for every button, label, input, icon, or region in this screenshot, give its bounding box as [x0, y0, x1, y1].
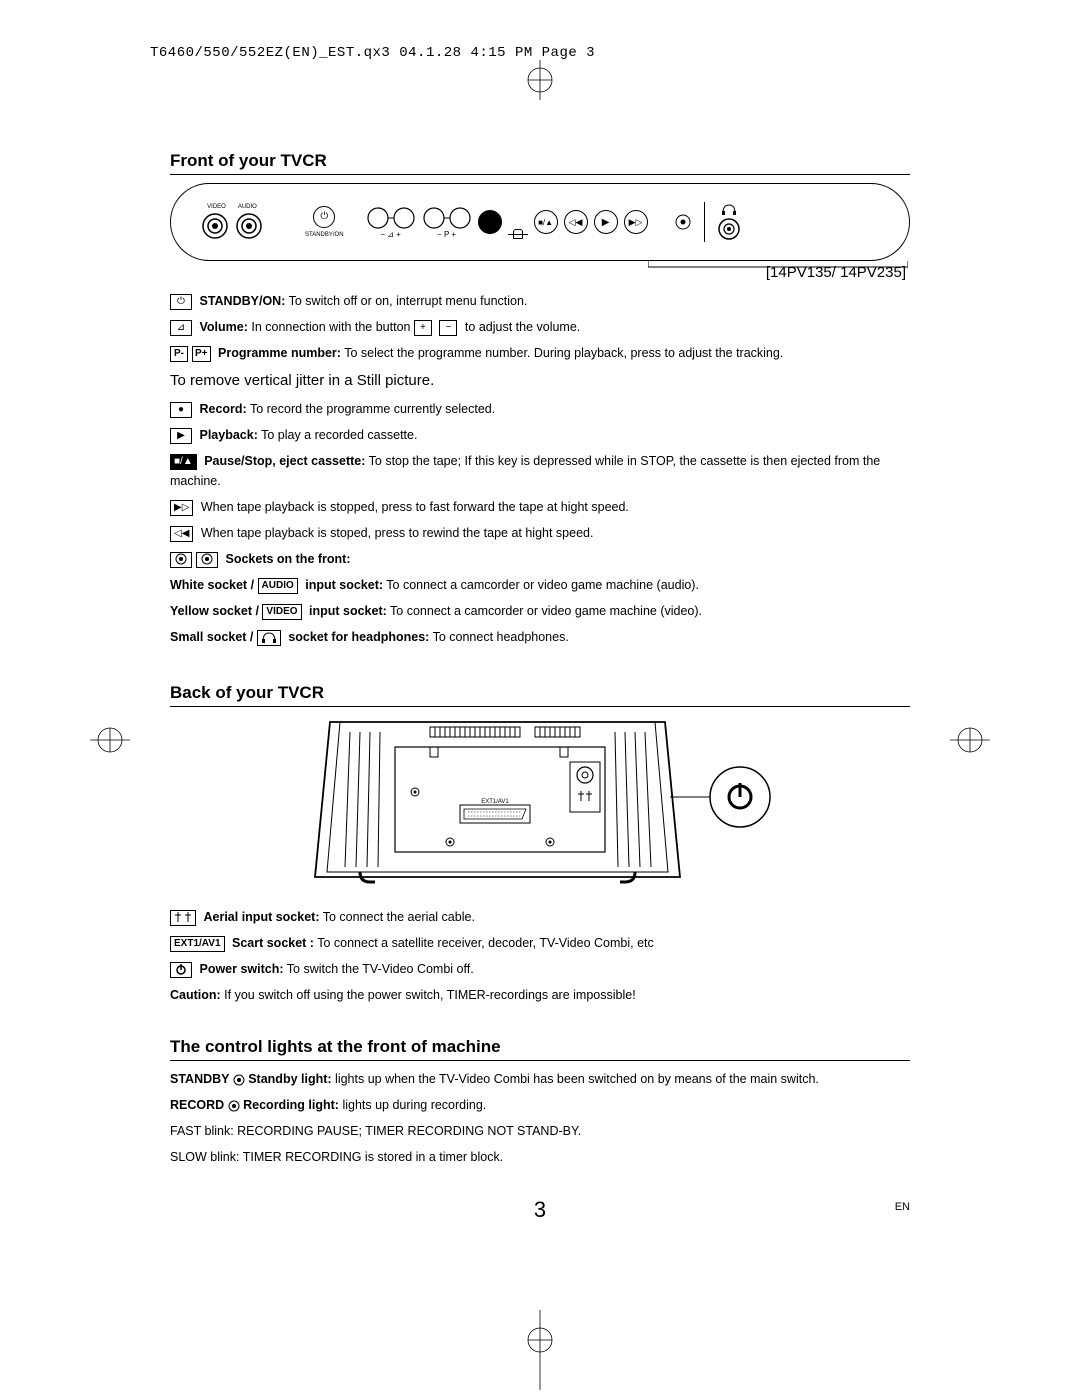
- description-line: P-P+ Programme number: To select the pro…: [170, 343, 910, 363]
- crop-mark-left: [90, 720, 130, 760]
- prog-label: − P +: [437, 230, 456, 239]
- section-lights-title: The control lights at the front of machi…: [170, 1037, 910, 1061]
- indicator-dot-icon: [674, 213, 692, 231]
- label-audio: AUDIO: [238, 204, 257, 211]
- audio-socket-icon: [235, 212, 263, 240]
- file-header: T6460/550/552EZ(EN)_EST.qx3 04.1.28 4:15…: [150, 45, 910, 61]
- description-line: ⏻ STANDBY/ON: To switch off or on, inter…: [170, 291, 910, 311]
- lights-line: STANDBY Standby light: lights up when th…: [170, 1069, 910, 1089]
- socket-line: Small socket / socket for headphones: To…: [170, 627, 910, 647]
- back-line: Aerial input socket: To connect the aeri…: [170, 907, 910, 927]
- volume-buttons-icon: [366, 206, 416, 230]
- headphone-socket-icon: [717, 217, 741, 241]
- crop-mark-right: [950, 720, 990, 760]
- description-line: ■/▲ Pause/Stop, eject cassette: To stop …: [170, 451, 910, 491]
- back-line: EXT1/AV1 Scart socket : To connect a sat…: [170, 933, 910, 953]
- record-button-icon: [478, 210, 502, 234]
- model-bracket: [648, 261, 908, 271]
- pause-stop-button-icon: ■/▲: [534, 210, 558, 234]
- front-descriptions: ⏻ STANDBY/ON: To switch off or on, inter…: [170, 291, 910, 569]
- ff-button-icon: ▶▷: [624, 210, 648, 234]
- cassette-slot-icon: [508, 234, 528, 254]
- back-panel-diagram: EXT1/AV1: [300, 717, 780, 887]
- back-line: Caution: If you switch off using the pow…: [170, 985, 910, 1005]
- lights-line: FAST blink: RECORDING PAUSE; TIMER RECOR…: [170, 1121, 910, 1141]
- back-line: Power switch: To switch the TV-Video Com…: [170, 959, 910, 979]
- description-line: To remove vertical jitter in a Still pic…: [170, 369, 910, 393]
- description-line: ▶▷ When tape playback is stopped, press …: [170, 497, 910, 517]
- description-line: ⊿ Volume: In connection with the button …: [170, 317, 910, 337]
- description-line: ◁◀ When tape playback is stoped, press t…: [170, 523, 910, 543]
- language-code: EN: [895, 1201, 910, 1213]
- front-panel-diagram: VIDEO AUDIO ⏻ STANDBY/ON − ⊿ +: [170, 183, 910, 261]
- rewind-button-icon: ◁◀: [564, 210, 588, 234]
- video-socket-icon: [201, 212, 229, 240]
- ext-label: EXT1/AV1: [481, 799, 509, 805]
- page-content: T6460/550/552EZ(EN)_EST.qx3 04.1.28 4:15…: [170, 45, 910, 1223]
- socket-descriptions: White socket / AUDIO input socket: To co…: [170, 575, 910, 647]
- label-standby: STANDBY/ON: [305, 232, 344, 239]
- vol-minus: − ⊿ +: [380, 230, 401, 239]
- programme-buttons-icon: [422, 206, 472, 230]
- lights-line: RECORD Recording light: lights up during…: [170, 1095, 910, 1115]
- lights-descriptions: STANDBY Standby light: lights up when th…: [170, 1069, 910, 1167]
- description-line: Sockets on the front:: [170, 549, 910, 569]
- section-back-title: Back of your TVCR: [170, 683, 910, 707]
- crop-mark-bottom: [520, 1310, 560, 1390]
- standby-button-icon: ⏻: [313, 206, 335, 228]
- page-number: 3: [534, 1197, 546, 1222]
- back-descriptions: Aerial input socket: To connect the aeri…: [170, 907, 910, 1005]
- headphones-icon: [721, 203, 737, 215]
- socket-line: Yellow socket / VIDEO input socket: To c…: [170, 601, 910, 621]
- socket-line: White socket / AUDIO input socket: To co…: [170, 575, 910, 595]
- description-line: ▶ Playback: To play a recorded cassette.: [170, 425, 910, 445]
- description-line: ● Record: To record the programme curren…: [170, 399, 910, 419]
- section-front-title: Front of your TVCR: [170, 151, 910, 175]
- lights-line: SLOW blink: TIMER RECORDING is stored in…: [170, 1147, 910, 1167]
- label-video: VIDEO: [207, 204, 226, 211]
- page-footer: 3 EN: [170, 1197, 910, 1223]
- play-button-icon: ▶: [594, 210, 618, 234]
